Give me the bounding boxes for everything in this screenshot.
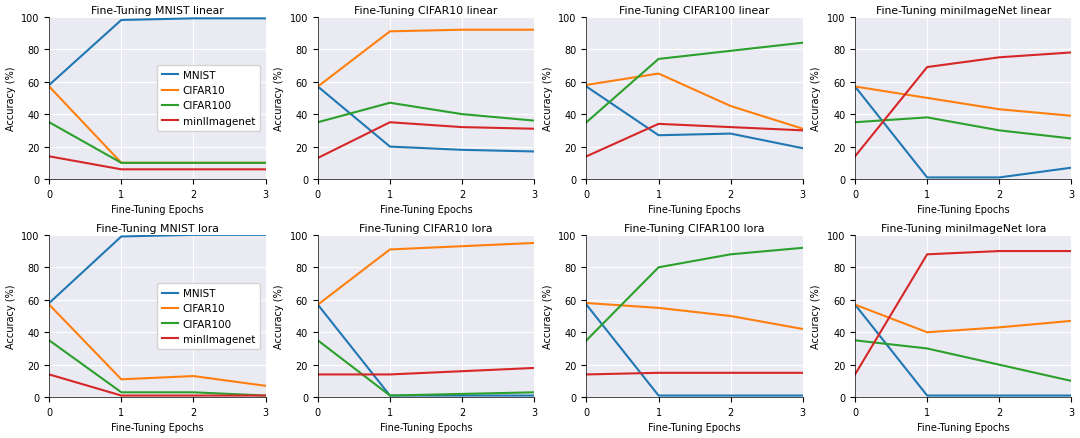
Legend: MNIST, CIFAR10, CIFAR100, minlImagenet: MNIST, CIFAR10, CIFAR100, minlImagenet xyxy=(157,66,260,131)
Line: CIFAR10: CIFAR10 xyxy=(50,87,266,163)
Y-axis label: Accuracy (%): Accuracy (%) xyxy=(811,284,822,349)
minlImagenet xyxy=(114,167,127,173)
MNIST xyxy=(259,17,272,22)
Y-axis label: Accuracy (%): Accuracy (%) xyxy=(543,284,553,349)
Line: MNIST: MNIST xyxy=(50,19,266,86)
Title: Fine-Tuning CIFAR100 lora: Fine-Tuning CIFAR100 lora xyxy=(624,223,765,233)
MNIST xyxy=(187,17,200,22)
MNIST xyxy=(43,83,56,88)
minlImagenet xyxy=(43,154,56,159)
Line: CIFAR100: CIFAR100 xyxy=(50,123,266,163)
Y-axis label: Accuracy (%): Accuracy (%) xyxy=(543,67,553,131)
Y-axis label: Accuracy (%): Accuracy (%) xyxy=(811,67,822,131)
minlImagenet xyxy=(187,167,200,173)
CIFAR100 xyxy=(114,161,127,166)
Title: Fine-Tuning miniImageNet lora: Fine-Tuning miniImageNet lora xyxy=(880,223,1045,233)
CIFAR10 xyxy=(43,85,56,90)
CIFAR10 xyxy=(187,161,200,166)
Y-axis label: Accuracy (%): Accuracy (%) xyxy=(5,67,15,131)
Y-axis label: Accuracy (%): Accuracy (%) xyxy=(274,284,284,349)
X-axis label: Fine-Tuning Epochs: Fine-Tuning Epochs xyxy=(648,423,741,432)
MNIST xyxy=(114,18,127,24)
minlImagenet xyxy=(259,167,272,173)
Y-axis label: Accuracy (%): Accuracy (%) xyxy=(274,67,284,131)
X-axis label: Fine-Tuning Epochs: Fine-Tuning Epochs xyxy=(917,205,1010,215)
Title: Fine-Tuning CIFAR100 linear: Fine-Tuning CIFAR100 linear xyxy=(620,6,770,15)
Legend: MNIST, CIFAR10, CIFAR100, minlImagenet: MNIST, CIFAR10, CIFAR100, minlImagenet xyxy=(157,283,260,349)
CIFAR10 xyxy=(259,161,272,166)
X-axis label: Fine-Tuning Epochs: Fine-Tuning Epochs xyxy=(111,423,204,432)
X-axis label: Fine-Tuning Epochs: Fine-Tuning Epochs xyxy=(111,205,204,215)
X-axis label: Fine-Tuning Epochs: Fine-Tuning Epochs xyxy=(380,423,472,432)
Title: Fine-Tuning miniImageNet linear: Fine-Tuning miniImageNet linear xyxy=(876,6,1051,15)
Y-axis label: Accuracy (%): Accuracy (%) xyxy=(5,284,15,349)
Title: Fine-Tuning MNIST lora: Fine-Tuning MNIST lora xyxy=(96,223,219,233)
Title: Fine-Tuning CIFAR10 linear: Fine-Tuning CIFAR10 linear xyxy=(354,6,498,15)
Title: Fine-Tuning MNIST linear: Fine-Tuning MNIST linear xyxy=(91,6,224,15)
CIFAR100 xyxy=(259,161,272,166)
Title: Fine-Tuning CIFAR10 lora: Fine-Tuning CIFAR10 lora xyxy=(360,223,492,233)
X-axis label: Fine-Tuning Epochs: Fine-Tuning Epochs xyxy=(380,205,472,215)
CIFAR100 xyxy=(187,161,200,166)
CIFAR100 xyxy=(43,120,56,126)
X-axis label: Fine-Tuning Epochs: Fine-Tuning Epochs xyxy=(917,423,1010,432)
X-axis label: Fine-Tuning Epochs: Fine-Tuning Epochs xyxy=(648,205,741,215)
CIFAR10 xyxy=(114,161,127,166)
Line: minlImagenet: minlImagenet xyxy=(50,157,266,170)
